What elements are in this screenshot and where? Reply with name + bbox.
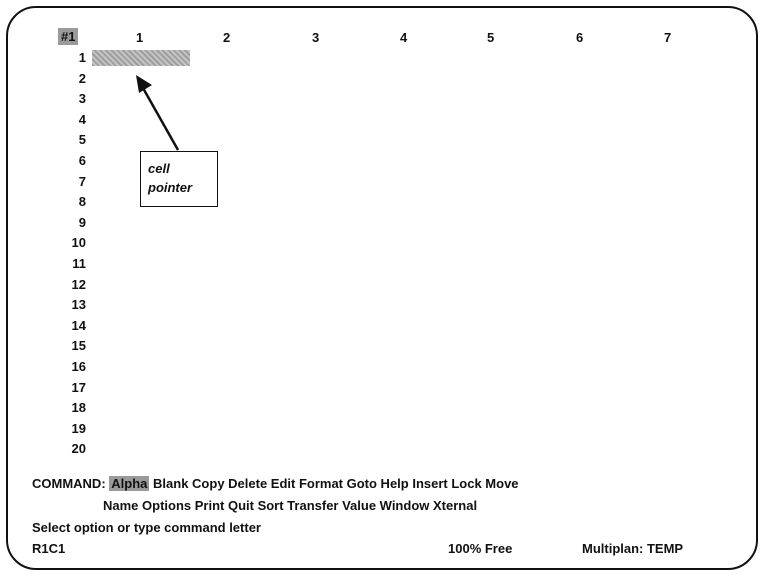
command-options-line1[interactable]: Blank Copy Delete Edit Format Goto Help … [153,476,519,491]
column-header-6[interactable]: 6 [576,30,584,45]
row-label-9[interactable]: 9 [78,214,86,230]
row-label-14[interactable]: 14 [71,317,86,333]
row-label-10[interactable]: 10 [71,235,86,251]
cell-pointer[interactable] [92,50,190,66]
column-header-4[interactable]: 4 [400,30,408,45]
row-label-1[interactable]: 1 [78,50,86,65]
command-line: COMMAND: Alpha Blank Copy Delete Edit Fo… [32,476,519,491]
row-label-11[interactable]: 11 [72,256,86,271]
column-header-2[interactable]: 2 [223,30,231,45]
row-label-5[interactable]: 5 [78,132,86,148]
row-label-6[interactable]: 6 [78,153,86,168]
row-label-8[interactable]: 8 [78,194,86,210]
row-label-3[interactable]: 3 [78,91,86,107]
row-label-18[interactable]: 18 [71,400,86,416]
command-options-line2[interactable]: Name Options Print Quit Sort Transfer Va… [103,498,478,513]
status-cell-ref: R1C1 [32,541,66,556]
row-label-19[interactable]: 19 [71,420,86,436]
row-label-15[interactable]: 15 [71,338,86,354]
window-number: #1 [58,28,79,45]
cell-pointer-callout: cell pointer [140,151,218,207]
command-prefix: COMMAND: [32,476,106,491]
column-header-7[interactable]: 7 [664,30,672,45]
message-line: Select option or type command letter [32,520,261,535]
column-header-3[interactable]: 3 [312,30,320,45]
row-label-12[interactable]: 12 [71,276,86,292]
row-label-7[interactable]: 7 [78,173,86,189]
status-app: Multiplan: TEMP [582,541,684,556]
row-label-20[interactable]: 20 [71,441,86,457]
callout-line-2: pointer [148,180,193,195]
row-label-4[interactable]: 4 [78,111,86,127]
row-label-16[interactable]: 16 [71,359,86,374]
row-label-17[interactable]: 17 [71,379,86,395]
row-label-2[interactable]: 2 [78,70,86,86]
row-label-13[interactable]: 13 [71,297,86,313]
callout-line-1: cell [148,161,170,176]
command-alpha[interactable]: Alpha [109,476,150,491]
column-header-5[interactable]: 5 [487,30,495,45]
column-header-1[interactable]: 1 [136,30,144,45]
status-free: 100% Free [448,541,513,556]
